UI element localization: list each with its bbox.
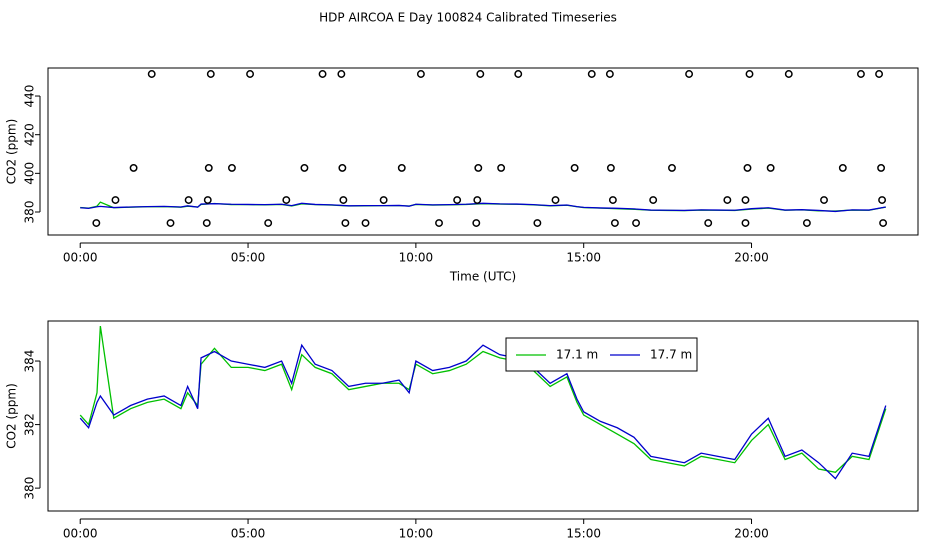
calibration-point	[551, 196, 560, 204]
legend-label: 17.1 m	[556, 348, 598, 362]
calibration-point	[300, 163, 309, 172]
calibration-point	[877, 163, 886, 172]
calibration-point	[435, 219, 443, 227]
calibration-point	[474, 163, 483, 172]
calibration-point	[704, 219, 713, 227]
calibration-point	[318, 70, 327, 78]
chart-title: HDP AIRCOA E Day 100824 Calibrated Times…	[319, 11, 617, 25]
calibration-point	[129, 163, 138, 172]
calibration-point	[184, 196, 193, 204]
calibration-point	[497, 163, 506, 172]
y-tick-label: 440	[23, 85, 37, 108]
calibration-point	[879, 219, 888, 227]
calibration-point	[473, 196, 482, 204]
x-tick-label: 00:00	[63, 527, 98, 540]
x-tick-label: 15:00	[566, 527, 601, 540]
calibration-point	[476, 70, 485, 78]
calibration-point	[166, 219, 175, 227]
calibration-point	[632, 219, 641, 227]
calibration-point	[875, 70, 884, 78]
x-tick-label: 15:00	[566, 251, 601, 265]
calibration-point	[649, 196, 658, 204]
series-line	[79, 343, 887, 480]
calibration-point	[416, 70, 425, 78]
calibration-point	[202, 219, 211, 227]
calibration-point	[282, 196, 291, 204]
calibration-point	[203, 196, 212, 204]
calibration-point	[92, 219, 101, 227]
calibration-point	[264, 219, 273, 227]
calibration-point	[533, 219, 542, 227]
calibration-point	[361, 219, 370, 227]
x-tick-label: 10:00	[399, 251, 434, 265]
y-tick-label: 400	[23, 162, 37, 185]
calibration-point	[246, 70, 255, 78]
calibration-point	[204, 163, 213, 172]
series-line	[79, 325, 887, 473]
calibration-point	[147, 70, 156, 78]
calibration-point	[338, 163, 347, 172]
calibration-point	[668, 163, 676, 172]
x-tick-label: 00:00	[63, 251, 98, 265]
y-tick-label: 380	[23, 201, 37, 224]
x-tick-label: 05:00	[231, 527, 266, 540]
calibration-point	[838, 163, 847, 172]
calibration-point	[610, 219, 619, 227]
x-tick-label: 05:00	[231, 251, 266, 265]
calibration-point	[337, 70, 346, 78]
calibration-point	[802, 219, 811, 227]
calibration-point	[587, 70, 596, 78]
calibration-point	[878, 196, 887, 204]
calibration-point	[605, 70, 614, 78]
calibration-point	[856, 70, 865, 78]
calibration-point	[723, 196, 732, 204]
x-tick-label: 10:00	[399, 527, 434, 540]
x-tick-label: 20:00	[734, 527, 769, 540]
calibration-point	[570, 163, 579, 172]
calibration-point	[341, 219, 350, 227]
plot-frame	[47, 67, 919, 236]
calibration-point	[766, 163, 775, 172]
legend-label: 17.7 m	[650, 348, 692, 362]
calibration-point	[606, 163, 615, 172]
calibration-point	[741, 196, 750, 204]
y-tick-label: 420	[23, 123, 37, 146]
calibration-point	[820, 196, 828, 204]
calibration-point	[339, 196, 348, 204]
calibration-point	[608, 196, 617, 204]
x-axis-label: Time (UTC)	[449, 270, 516, 284]
calibration-point	[743, 163, 752, 172]
calibration-point	[472, 219, 481, 227]
series-line	[80, 202, 886, 213]
calibration-point	[111, 196, 120, 204]
calibration-point	[379, 196, 388, 204]
calibration-point	[741, 219, 750, 227]
calibration-point	[227, 163, 236, 172]
calibration-point	[206, 70, 215, 78]
calibration-point	[514, 70, 523, 78]
y-axis-label: CO2 (ppm)	[5, 119, 19, 185]
plot-frame	[47, 320, 919, 512]
x-tick-label: 20:00	[734, 251, 769, 265]
y-tick-label: 382	[23, 413, 37, 436]
y-axis-label: CO2 (ppm)	[5, 383, 19, 449]
y-tick-label: 380	[23, 477, 37, 500]
calibration-point	[685, 70, 694, 78]
y-tick-label: 384	[23, 350, 37, 373]
calibration-point	[745, 70, 754, 78]
calibration-point	[453, 196, 462, 204]
calibration-point	[397, 163, 406, 172]
calibration-point	[784, 70, 793, 78]
